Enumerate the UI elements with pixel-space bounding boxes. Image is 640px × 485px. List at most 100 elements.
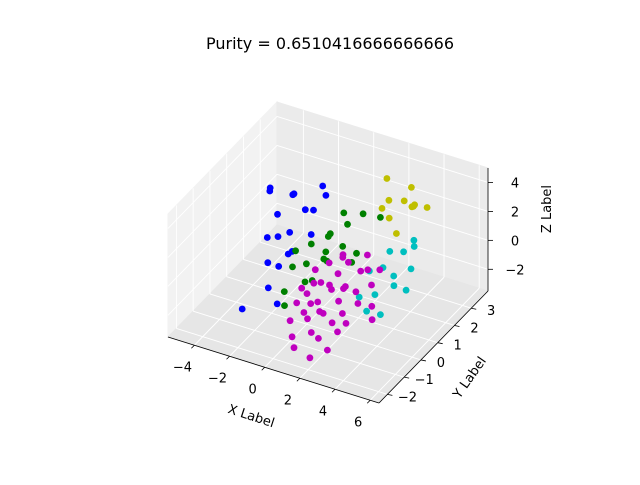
data-point [410, 236, 418, 244]
data-point [340, 209, 348, 217]
x-tick [261, 366, 265, 371]
data-point [390, 272, 398, 280]
data-point [307, 231, 315, 238]
data-point [344, 220, 351, 228]
data-point [319, 182, 327, 190]
x-tick-label: 6 [354, 415, 362, 430]
data-point [368, 316, 376, 324]
data-points [238, 175, 431, 362]
z-tick-label: −2 [505, 263, 524, 278]
data-point [290, 344, 298, 352]
x-axis-line [167, 336, 380, 404]
data-point [284, 250, 292, 258]
y-tick-label: 2 [470, 322, 478, 337]
data-point [385, 196, 393, 204]
data-point [400, 197, 408, 205]
data-point [368, 302, 376, 310]
data-point [408, 203, 416, 211]
data-point [322, 248, 330, 256]
data-point [303, 290, 311, 297]
x-tick-label: 0 [249, 382, 257, 397]
grid-line-z-left [167, 174, 278, 287]
chart-title: Purity = 0.6510416666666666 [206, 34, 454, 53]
y-tick [437, 342, 443, 345]
data-point [293, 299, 301, 307]
grid-lines [167, 110, 489, 401]
grid-line-x-floor [194, 232, 304, 346]
data-point [371, 291, 379, 298]
data-point [423, 204, 431, 211]
grid-line-y-floor [243, 259, 455, 326]
data-point [301, 206, 309, 214]
data-point [281, 302, 288, 309]
grid-line-z-left [167, 145, 278, 258]
z-tick-label: 4 [511, 177, 519, 192]
series-cluster-green [280, 209, 384, 309]
x-tick-label: 4 [319, 404, 327, 419]
data-point [304, 315, 311, 323]
data-point [311, 266, 319, 274]
data-point [378, 205, 386, 212]
data-point [310, 206, 317, 214]
data-point [315, 335, 322, 342]
data-point [317, 279, 325, 286]
series-cluster-cyan [355, 236, 418, 318]
grid-line-z-back [276, 116, 489, 183]
axis-lines [167, 168, 489, 404]
data-point [273, 300, 281, 308]
data-point [377, 214, 384, 221]
data-point [303, 260, 310, 268]
y-tick [420, 359, 427, 362]
x-tick-label: 2 [284, 393, 292, 408]
grid-line-x-floor [229, 243, 339, 357]
grid-line-x-floor [334, 276, 445, 390]
y-tick-label: −1 [415, 373, 434, 388]
data-point [334, 328, 341, 336]
data-point [359, 210, 367, 218]
data-point [353, 249, 360, 257]
data-point [263, 234, 271, 241]
data-point [274, 210, 281, 218]
data-point [364, 266, 372, 274]
data-point [300, 309, 308, 316]
data-point [316, 308, 323, 315]
data-point [400, 248, 407, 256]
data-point [264, 259, 272, 267]
y-tick-label: 1 [454, 339, 462, 354]
data-point [307, 240, 315, 248]
data-point [275, 263, 283, 270]
data-point [339, 243, 347, 250]
data-point [407, 265, 415, 273]
x-tick [366, 399, 371, 404]
z-axis-label: Z Label [540, 185, 555, 233]
data-point [408, 184, 415, 191]
grid-line-y-floor [209, 293, 422, 361]
data-point [280, 288, 288, 295]
data-point [352, 288, 360, 296]
data-point [376, 266, 384, 274]
grid-line-z-back [276, 144, 489, 212]
data-point [368, 281, 375, 289]
data-point [322, 192, 330, 199]
data-point [314, 298, 322, 306]
z-tick-label: 0 [511, 234, 519, 249]
grid-line-z-left [167, 116, 278, 229]
data-point [342, 283, 349, 290]
tick-marks [191, 182, 493, 404]
data-point [274, 233, 282, 241]
x-tick [226, 355, 230, 360]
data-point [325, 259, 333, 267]
data-point [286, 317, 294, 325]
data-point [289, 263, 296, 271]
y-tick [471, 307, 477, 310]
series-cluster-yellow [378, 175, 431, 237]
data-point [345, 258, 352, 266]
y-tick [387, 393, 393, 396]
data-point [238, 305, 246, 313]
data-point [324, 233, 332, 240]
data-point [355, 293, 363, 301]
grid-line-y-floor [193, 310, 405, 378]
data-point [292, 247, 299, 255]
data-point [289, 191, 297, 199]
y-axis-line [378, 290, 489, 404]
